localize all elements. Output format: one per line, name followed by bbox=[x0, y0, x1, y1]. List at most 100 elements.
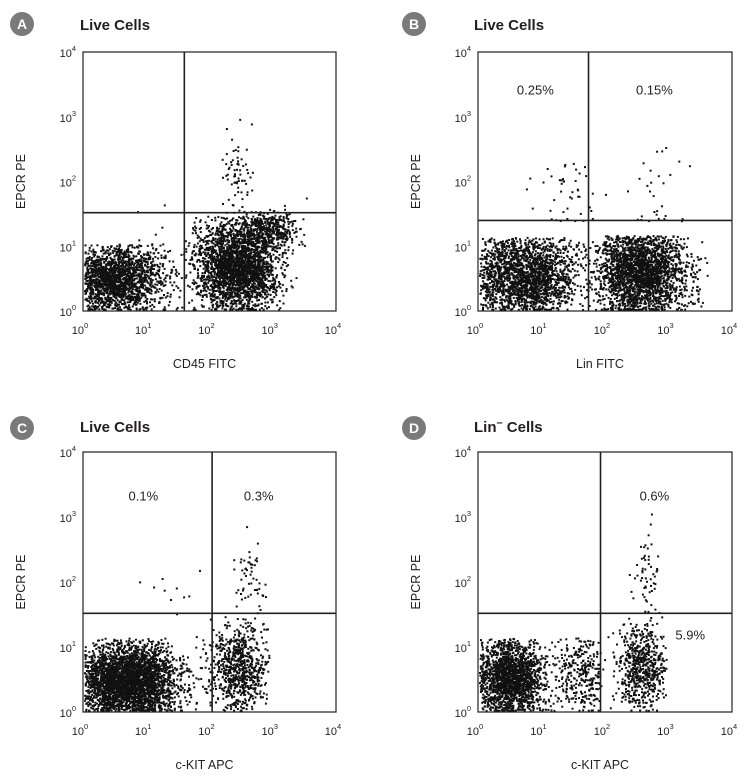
event-dot bbox=[149, 284, 152, 287]
event-dot bbox=[97, 297, 100, 299]
event-dot bbox=[258, 262, 261, 265]
event-dot bbox=[277, 281, 280, 283]
event-dot bbox=[113, 255, 116, 258]
event-dot bbox=[92, 270, 95, 273]
event-dot bbox=[124, 291, 127, 294]
event-dot bbox=[284, 240, 287, 243]
event-dot bbox=[263, 262, 265, 265]
event-dot bbox=[211, 265, 214, 268]
event-dot bbox=[99, 274, 102, 277]
event-dot bbox=[276, 219, 279, 222]
event-dot bbox=[96, 272, 99, 275]
event-dot bbox=[226, 178, 229, 181]
event-dot bbox=[261, 281, 264, 283]
event-dot bbox=[188, 242, 191, 245]
event-dot bbox=[108, 291, 111, 294]
event-dot bbox=[113, 287, 116, 290]
event-dot bbox=[95, 267, 98, 270]
event-dot bbox=[260, 248, 263, 250]
event-dot bbox=[211, 289, 214, 292]
event-dot bbox=[127, 247, 130, 250]
event-dot bbox=[249, 290, 252, 293]
event-dot bbox=[274, 214, 277, 217]
event-dot bbox=[265, 224, 268, 227]
event-dot bbox=[241, 222, 244, 225]
event-dot bbox=[225, 264, 228, 267]
event-dot bbox=[229, 269, 232, 272]
event-dot bbox=[272, 221, 274, 224]
event-dot bbox=[236, 275, 239, 278]
event-dot bbox=[249, 269, 252, 271]
event-dot bbox=[240, 288, 243, 291]
event-dot bbox=[216, 255, 218, 258]
event-dot bbox=[90, 274, 93, 277]
event-dot bbox=[234, 242, 237, 245]
event-dot bbox=[85, 279, 88, 282]
event-dot bbox=[286, 214, 289, 216]
event-dot bbox=[232, 226, 235, 229]
event-dot bbox=[251, 218, 254, 221]
event-dot bbox=[216, 244, 219, 247]
event-dot bbox=[214, 243, 217, 246]
event-dot bbox=[149, 305, 152, 308]
event-dot bbox=[101, 246, 104, 249]
event-dot bbox=[252, 254, 255, 257]
event-dot bbox=[85, 297, 88, 300]
event-dot bbox=[117, 308, 120, 311]
event-dot bbox=[189, 271, 192, 274]
event-dot bbox=[114, 307, 117, 310]
event-dot bbox=[166, 292, 169, 295]
event-dot bbox=[247, 300, 250, 302]
event-dot bbox=[94, 285, 96, 288]
event-dot bbox=[221, 228, 224, 231]
event-dot bbox=[145, 289, 148, 292]
event-dot bbox=[112, 289, 114, 292]
event-dot bbox=[228, 264, 231, 267]
event-dot bbox=[286, 229, 289, 232]
event-dot bbox=[237, 163, 240, 166]
event-dot bbox=[223, 281, 226, 284]
event-dot bbox=[89, 282, 92, 284]
event-dot bbox=[220, 238, 222, 241]
event-dot bbox=[106, 298, 109, 301]
event-dot bbox=[269, 272, 272, 275]
event-dot bbox=[281, 272, 284, 275]
event-dot bbox=[490, 249, 493, 252]
event-dot bbox=[271, 273, 273, 276]
event-dot bbox=[94, 253, 97, 256]
event-dot bbox=[104, 271, 107, 274]
event-dot bbox=[116, 245, 119, 248]
event-dot bbox=[287, 246, 290, 249]
event-dot bbox=[232, 307, 235, 310]
event-dot bbox=[239, 118, 242, 121]
event-dot bbox=[483, 271, 486, 274]
event-dot bbox=[210, 253, 213, 256]
event-dot bbox=[114, 275, 117, 277]
event-dot bbox=[244, 259, 247, 262]
event-dot bbox=[124, 297, 127, 300]
event-dot bbox=[89, 301, 92, 304]
event-dot bbox=[253, 259, 256, 262]
event-dot bbox=[134, 303, 137, 306]
event-dot bbox=[269, 269, 272, 272]
event-dot bbox=[219, 253, 221, 256]
event-dot bbox=[264, 233, 267, 236]
event-dot bbox=[145, 253, 148, 256]
event-dot bbox=[96, 293, 99, 296]
event-dot bbox=[258, 264, 261, 267]
event-dot bbox=[235, 305, 238, 308]
event-dot bbox=[281, 290, 284, 293]
event-dot bbox=[128, 287, 131, 290]
event-dot bbox=[226, 268, 229, 271]
event-dot bbox=[142, 253, 145, 256]
event-dot bbox=[222, 291, 225, 294]
population-1 bbox=[479, 236, 591, 311]
event-dot bbox=[101, 291, 104, 294]
event-dot bbox=[197, 285, 200, 288]
event-dot bbox=[263, 268, 266, 271]
event-dot bbox=[275, 245, 278, 248]
event-dot bbox=[120, 259, 123, 262]
event-dot bbox=[122, 290, 125, 293]
event-dot bbox=[231, 305, 234, 308]
event-dot bbox=[129, 262, 132, 265]
